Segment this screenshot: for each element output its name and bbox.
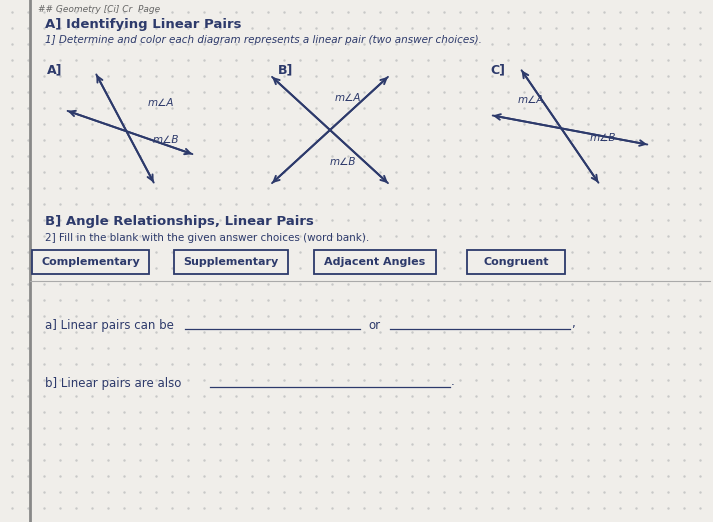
Text: A] Identifying Linear Pairs: A] Identifying Linear Pairs <box>45 18 242 31</box>
Text: B] Angle Relationships, Linear Pairs: B] Angle Relationships, Linear Pairs <box>45 215 314 228</box>
Text: C]: C] <box>490 63 505 76</box>
Text: m∠B: m∠B <box>330 157 356 167</box>
Text: Adjacent Angles: Adjacent Angles <box>324 257 426 267</box>
Text: Supplementary: Supplementary <box>183 257 279 267</box>
Text: ## Geometry [Ci] Cr  Page: ## Geometry [Ci] Cr Page <box>38 5 160 14</box>
Text: 1] Determine and color each diagram represents a linear pair (two answer choices: 1] Determine and color each diagram repr… <box>45 35 482 45</box>
Text: m∠A: m∠A <box>335 93 361 103</box>
Text: Complementary: Complementary <box>41 257 140 267</box>
Text: a] Linear pairs can be: a] Linear pairs can be <box>45 319 174 332</box>
Text: m∠B: m∠B <box>590 133 617 143</box>
Text: Congruent: Congruent <box>483 257 549 267</box>
Text: m∠A: m∠A <box>518 95 545 105</box>
Text: 2] Fill in the blank with the given answer choices (word bank).: 2] Fill in the blank with the given answ… <box>45 233 369 243</box>
FancyBboxPatch shape <box>314 250 436 274</box>
Text: ,: , <box>571 317 575 330</box>
FancyBboxPatch shape <box>32 250 149 274</box>
Text: b] Linear pairs are also: b] Linear pairs are also <box>45 377 181 390</box>
Text: A]: A] <box>47 63 63 76</box>
FancyBboxPatch shape <box>467 250 565 274</box>
Text: .: . <box>451 375 455 388</box>
Text: m∠B: m∠B <box>153 135 180 145</box>
Text: or: or <box>368 319 380 332</box>
Text: m∠A: m∠A <box>148 98 175 108</box>
FancyBboxPatch shape <box>174 250 288 274</box>
Text: B]: B] <box>278 63 293 76</box>
